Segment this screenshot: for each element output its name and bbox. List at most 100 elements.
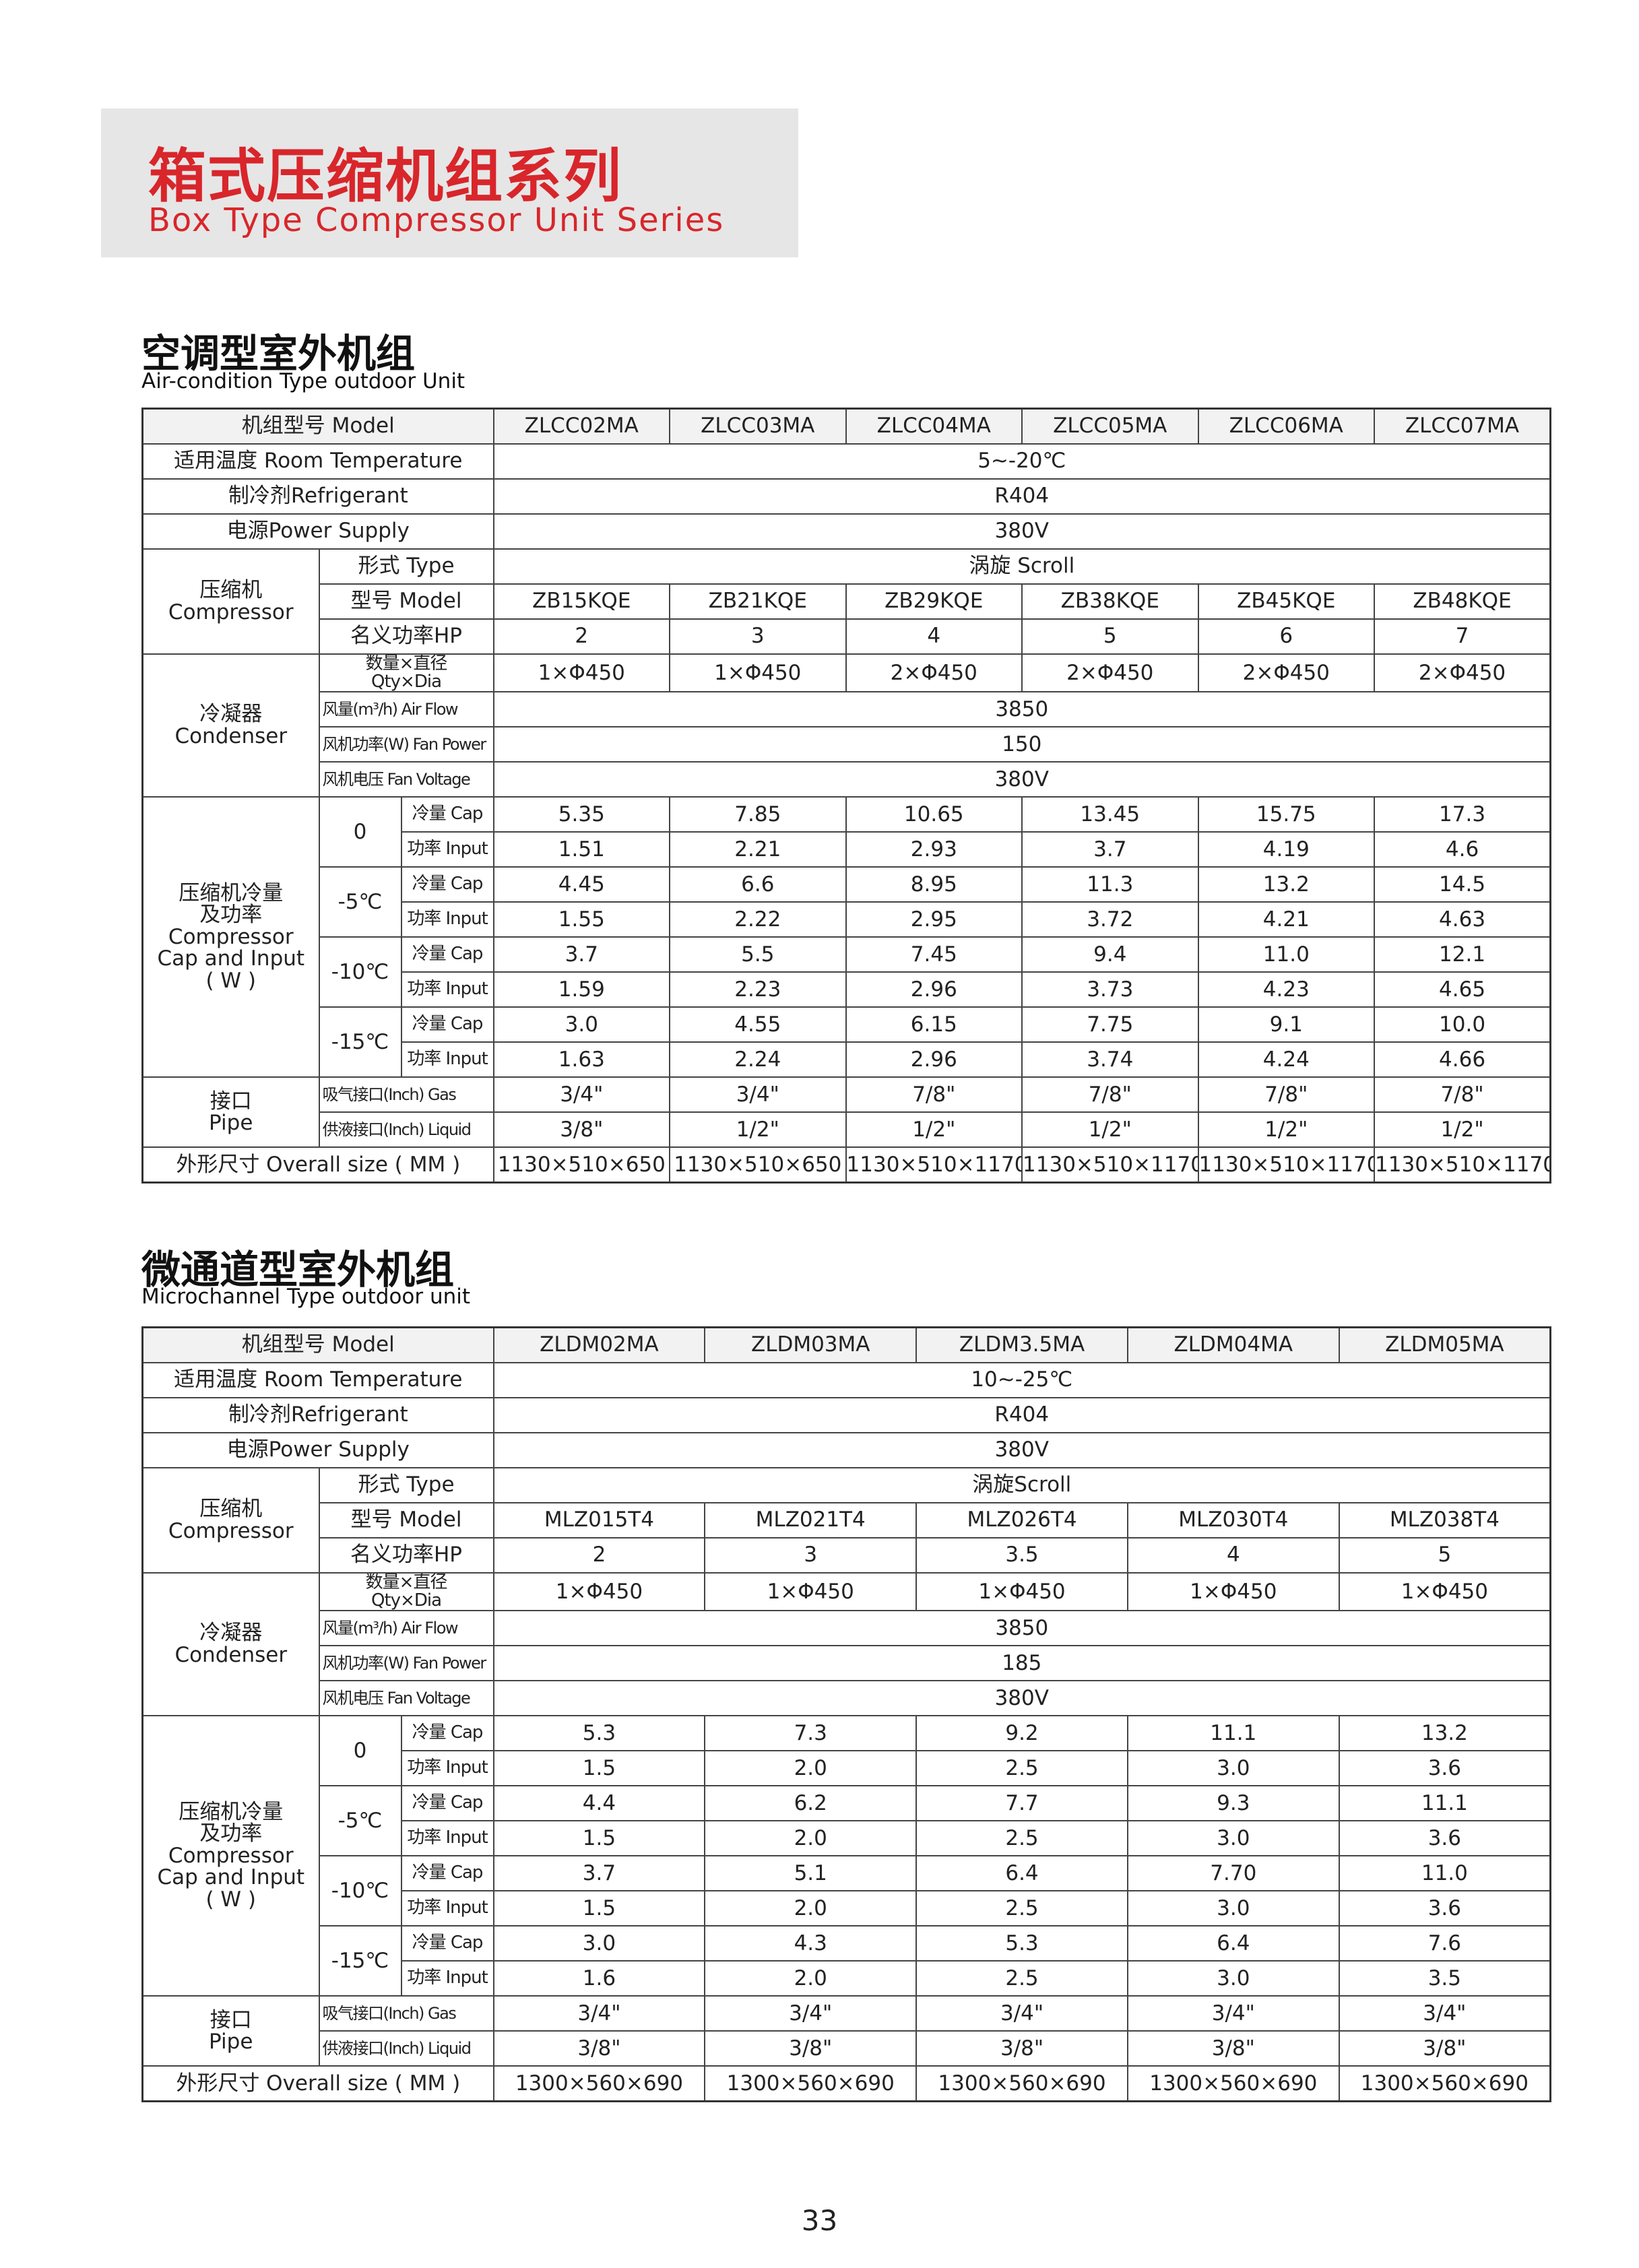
condition-label: -10℃ <box>318 1855 402 1927</box>
row-label: 冷量 Cap <box>400 936 494 973</box>
row-label: 电源Power Supply <box>141 1431 494 1468</box>
column-header: ZLCC02MA <box>492 408 671 445</box>
value-cell: 5~-20℃ <box>492 443 1551 480</box>
value-cell: 1.51 <box>492 831 671 868</box>
table-row: -10℃ 冷量 Cap 3.7 5.5 7.45 9.4 11.0 12.1 <box>143 936 1551 1008</box>
value-cell: 2.96 <box>845 1041 1023 1078</box>
row-label: 电源Power Supply <box>141 513 494 550</box>
section-subtitle: Microchannel Type outdoor unit <box>141 1285 471 1309</box>
value-cell: 3.0 <box>492 1925 706 1962</box>
row-label: 数量×直径 Qty×Dia <box>318 1572 494 1612</box>
row-label: 名义功率HP <box>318 1536 494 1574</box>
row-label: 供液接口(Inch) Liquid <box>318 1111 494 1148</box>
table-row: 风机电压 Fan Voltage 380V <box>143 1680 1551 1717</box>
value-cell: 7.45 <box>845 936 1023 973</box>
row-label: 机组型号 Model <box>141 1326 494 1363</box>
column-header: ZLDM03MA <box>704 1326 918 1363</box>
value-cell: 3/4" <box>1126 1995 1340 2032</box>
value-cell: 4.19 <box>1197 831 1376 868</box>
value-cell: 1300×560×690 <box>704 2065 918 2102</box>
row-label: 风机电压 Fan Voltage <box>318 1680 494 1717</box>
value-cell: 5.3 <box>492 1715 706 1752</box>
row-label: 冷量 Cap <box>400 1785 494 1822</box>
condition-label: -10℃ <box>318 936 402 1008</box>
row-label: 功率 Input <box>400 971 494 1008</box>
table-row: 功率 Input 1.63 2.24 2.96 3.74 4.24 4.66 <box>143 1041 1551 1078</box>
value-cell: MLZ021T4 <box>704 1501 918 1538</box>
value-cell: 7.85 <box>669 796 847 833</box>
column-header: ZLCC04MA <box>845 408 1023 445</box>
value-cell: 3/8" <box>915 2030 1128 2067</box>
row-label: 吸气接口(Inch) Gas <box>318 1995 494 2032</box>
value-cell: 4.4 <box>492 1785 706 1822</box>
group-label: 压缩机冷量 及功率 Compressor Cap and Input ( W ) <box>141 796 320 1078</box>
condition-label: -15℃ <box>318 1925 402 1997</box>
value-cell: 1300×560×690 <box>1338 2065 1551 2102</box>
value-cell: 7/8" <box>845 1076 1023 1113</box>
table-row: 电源Power Supply 380V <box>141 513 1551 550</box>
value-cell: 150 <box>492 726 1551 763</box>
value-cell: 11.0 <box>1338 1855 1551 1892</box>
value-cell: 2.0 <box>704 1750 918 1787</box>
value-cell: 1×Φ450 <box>1126 1572 1340 1612</box>
table-row: 风机电压 Fan Voltage 380V <box>143 761 1551 798</box>
value-cell: 1/2" <box>1197 1111 1376 1148</box>
value-cell: 1×Φ450 <box>492 653 671 693</box>
value-cell: 3850 <box>492 691 1551 728</box>
value-cell: 3.0 <box>1126 1820 1340 1857</box>
value-cell: 2.5 <box>915 1960 1128 1997</box>
value-cell: 6 <box>1197 618 1376 655</box>
value-cell: 1130×510×1170 <box>1374 1146 1551 1184</box>
group-label: 接口 Pipe <box>141 1076 320 1148</box>
value-cell: 3.7 <box>492 936 671 973</box>
value-cell: 380V <box>492 761 1551 798</box>
value-cell: 15.75 <box>1197 796 1376 833</box>
row-label: 冷量 Cap <box>400 796 494 833</box>
value-cell: 380V <box>492 1680 1551 1717</box>
section-subtitle: Air-condition Type outdoor Unit <box>141 369 465 393</box>
row-label: 数量×直径 Qty×Dia <box>318 653 494 693</box>
value-cell: 10.65 <box>845 796 1023 833</box>
value-cell: MLZ038T4 <box>1338 1501 1551 1538</box>
table-row: 功率 Input 1.5 2.0 2.5 3.0 3.6 <box>143 1820 1551 1857</box>
row-label: 制冷剂Refrigerant <box>141 478 494 515</box>
value-cell: 7.70 <box>1126 1855 1340 1892</box>
value-cell: 3/4" <box>492 1076 671 1113</box>
row-label: 供液接口(Inch) Liquid <box>318 2030 494 2067</box>
value-cell: 5.5 <box>669 936 847 973</box>
value-cell: 4.24 <box>1197 1041 1376 1078</box>
row-label: 外形尺寸 Overall size ( MM ) <box>141 2065 494 2102</box>
table-row: 功率 Input 1.59 2.23 2.96 3.73 4.23 4.65 <box>143 971 1551 1008</box>
value-cell: 7 <box>1374 618 1551 655</box>
table-row: 风量(m³/h) Air Flow 3850 <box>143 1610 1551 1647</box>
table-row: 适用温度 Room Temperature 10~-25℃ <box>141 1361 1551 1398</box>
value-cell: 1×Φ450 <box>1338 1572 1551 1612</box>
value-cell: 2.21 <box>669 831 847 868</box>
value-cell: 2 <box>492 618 671 655</box>
row-label: 功率 Input <box>400 1041 494 1078</box>
value-cell: 6.6 <box>669 866 847 903</box>
value-cell: 3.6 <box>1338 1750 1551 1787</box>
table-row: 名义功率HP 2 3 3.5 4 5 <box>143 1536 1551 1574</box>
value-cell: 3.0 <box>1126 1750 1340 1787</box>
table-row: 制冷剂Refrigerant R404 <box>141 478 1551 515</box>
value-cell: 11.3 <box>1021 866 1199 903</box>
table-row: 冷凝器 Condenser 数量×直径 Qty×Dia 1×Φ450 1×Φ450 1×… <box>141 1572 1551 1717</box>
group-label: 压缩机 Compressor <box>141 1466 320 1574</box>
row-label: 风机功率(W) Fan Power <box>318 1645 494 1682</box>
value-cell: 1/2" <box>1374 1111 1551 1148</box>
value-cell: 1.6 <box>492 1960 706 1997</box>
value-cell: 5.35 <box>492 796 671 833</box>
table-row: 功率 Input 1.6 2.0 2.5 3.0 3.5 <box>143 1960 1551 1997</box>
value-cell: 1.59 <box>492 971 671 1008</box>
column-header: ZLDM02MA <box>492 1326 706 1363</box>
row-label: 适用温度 Room Temperature <box>141 443 494 480</box>
table-row: -5℃ 冷量 Cap 4.4 6.2 7.7 9.3 11.1 <box>143 1785 1551 1857</box>
banner: 箱式压缩机组系列 Box Type Compressor Unit Series <box>101 108 798 257</box>
value-cell: ZB38KQE <box>1021 583 1199 620</box>
value-cell: 9.3 <box>1126 1785 1340 1822</box>
value-cell: 1.5 <box>492 1890 706 1927</box>
value-cell: 1.63 <box>492 1041 671 1078</box>
table-row: 供液接口(Inch) Liquid 3/8" 3/8" 3/8" 3/8" 3/8" <box>143 2030 1551 2067</box>
